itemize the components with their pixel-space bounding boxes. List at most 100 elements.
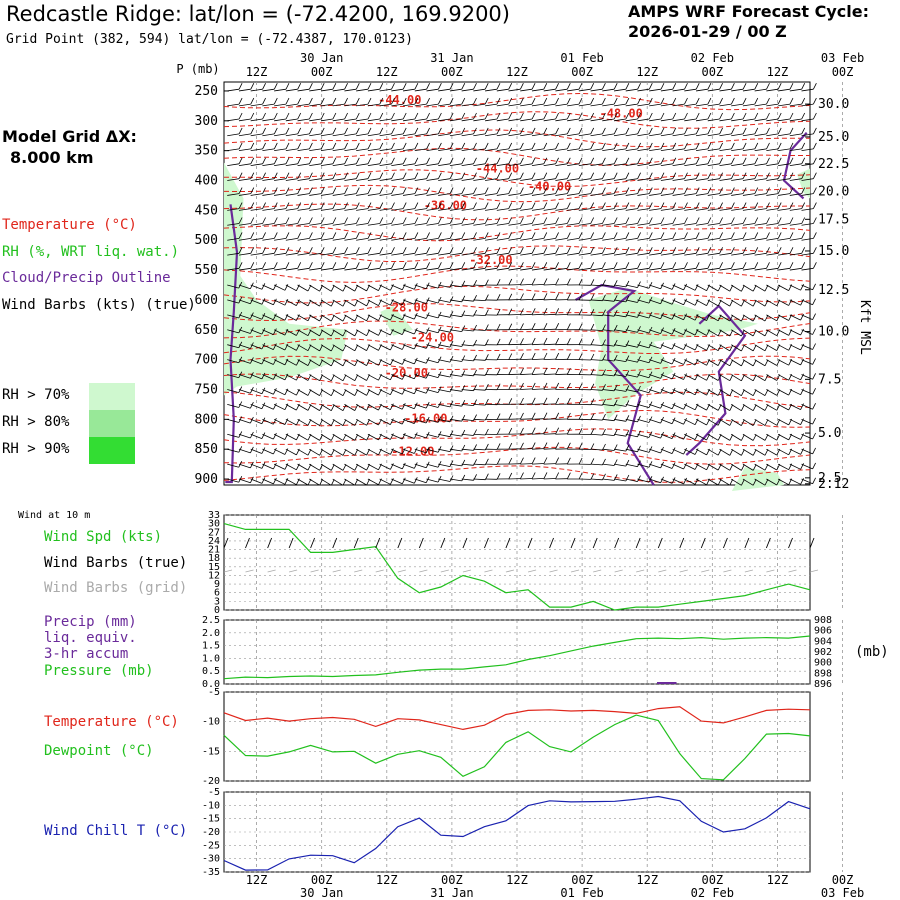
wind-barb-feather (332, 112, 337, 120)
wind-barb (449, 178, 462, 181)
wind-barb (332, 238, 345, 241)
wind-barb (391, 267, 404, 271)
wind-barb (754, 418, 766, 426)
wind-barb-feather (354, 344, 359, 351)
wind-barb-feather (789, 202, 794, 209)
wind-barb (273, 359, 286, 366)
cloud-outline (225, 204, 239, 484)
wind-barb (414, 193, 427, 196)
bottom-hour-tick-label: 00Z (701, 873, 723, 887)
wind-barb (367, 329, 379, 336)
wind-barb (625, 284, 638, 288)
wind-barb (754, 223, 767, 226)
wind-barb-feather (285, 157, 290, 164)
temperature-contour (224, 169, 811, 188)
wind-barb (414, 208, 427, 211)
wind-barb (613, 193, 626, 196)
wind-barb-feather (683, 343, 687, 350)
wind-barb-feather (390, 284, 394, 291)
wind-barb (449, 103, 462, 107)
wind-barb-feather (590, 202, 595, 209)
wind-barb (590, 267, 603, 271)
wind-barb-feather (449, 281, 454, 288)
wind-barb (356, 193, 369, 196)
wind-barb-feather (731, 187, 735, 194)
wind-barb-feather (285, 83, 290, 90)
wind-barb-feather (625, 202, 630, 209)
wind-barb-feather (543, 232, 548, 239)
wind-barb (449, 267, 462, 271)
wind-barb-feather (660, 357, 664, 364)
wind-barb-feather (461, 340, 466, 347)
wind-barb-feather (438, 232, 442, 239)
wind-barb (274, 223, 287, 226)
pressure-tick-label: 600 (195, 293, 218, 308)
wind-barb (649, 374, 661, 379)
wind-barb-feather (531, 217, 536, 224)
wind-barb-feather (602, 157, 606, 164)
wind-barb (238, 252, 251, 256)
wind-barb-feather (742, 232, 747, 239)
wind-barb-feather (250, 187, 255, 194)
wind-barb-feather (719, 157, 723, 164)
wind-barb-feather (320, 83, 325, 90)
wind-barb-feather (590, 187, 595, 194)
wind-barb (602, 103, 615, 107)
wind-barb-feather (812, 432, 816, 440)
wind-barb (473, 163, 486, 166)
wind-barb-feather (800, 328, 804, 336)
wind-barb-feather (694, 433, 699, 440)
wind-barb (485, 238, 498, 241)
wind-barb (520, 299, 533, 301)
wind-barb-feather (320, 217, 325, 224)
wind-barb (789, 163, 802, 166)
wind-barb-feather (637, 142, 641, 150)
wind-barb (742, 88, 755, 92)
wind-barb (731, 433, 742, 441)
wind-barb-feather (367, 217, 372, 224)
wind-barb (297, 389, 309, 396)
wind-barb (297, 344, 309, 352)
wind-barb (766, 374, 777, 381)
wind-barb (332, 208, 345, 211)
temperature-contour (223, 184, 811, 203)
wind-barb (754, 267, 767, 271)
wind-barb-feather (706, 329, 710, 336)
wind-barb-feather (660, 187, 665, 194)
wind-barb (754, 193, 767, 196)
wind-barb-feather (449, 157, 454, 164)
wind-barb-feather (590, 157, 595, 164)
wind-barb (332, 374, 344, 382)
wind-barb (778, 267, 791, 271)
wind-barb (414, 223, 427, 226)
wind-barb-feather (578, 217, 583, 224)
wind-barb-feather (250, 157, 255, 164)
wind-barb (426, 299, 439, 304)
top-day-label: 30 Jan (300, 51, 343, 65)
wind-barb (754, 463, 766, 471)
wind-barb (332, 284, 344, 292)
wind-barb (391, 359, 403, 365)
wind-barb-feather (717, 449, 722, 456)
wind-barb (227, 163, 240, 166)
wind-barb (801, 163, 814, 166)
wind-barb-feather (788, 314, 793, 321)
wind-barb-feather (788, 388, 793, 396)
wind-barb-feather (578, 308, 583, 315)
wind-barb-feather (262, 202, 266, 209)
wind-barb (801, 88, 814, 92)
wind-barb (379, 344, 391, 351)
wind-barb-feather (543, 367, 548, 375)
wind-barb-feather (367, 112, 372, 120)
wind-barb-feather (330, 359, 335, 367)
wind-barb-feather (776, 374, 781, 381)
wind-10m-label: Wind at 10 m (18, 510, 91, 521)
wind-barb-feather (367, 127, 372, 135)
wind-barb (555, 103, 568, 107)
wind-barb-feather (531, 442, 536, 449)
wind-barb (731, 223, 744, 226)
wind-barb-feather (766, 97, 770, 105)
wind-barb (273, 478, 286, 485)
wind-barb (684, 344, 696, 351)
wind-barb (789, 314, 801, 321)
